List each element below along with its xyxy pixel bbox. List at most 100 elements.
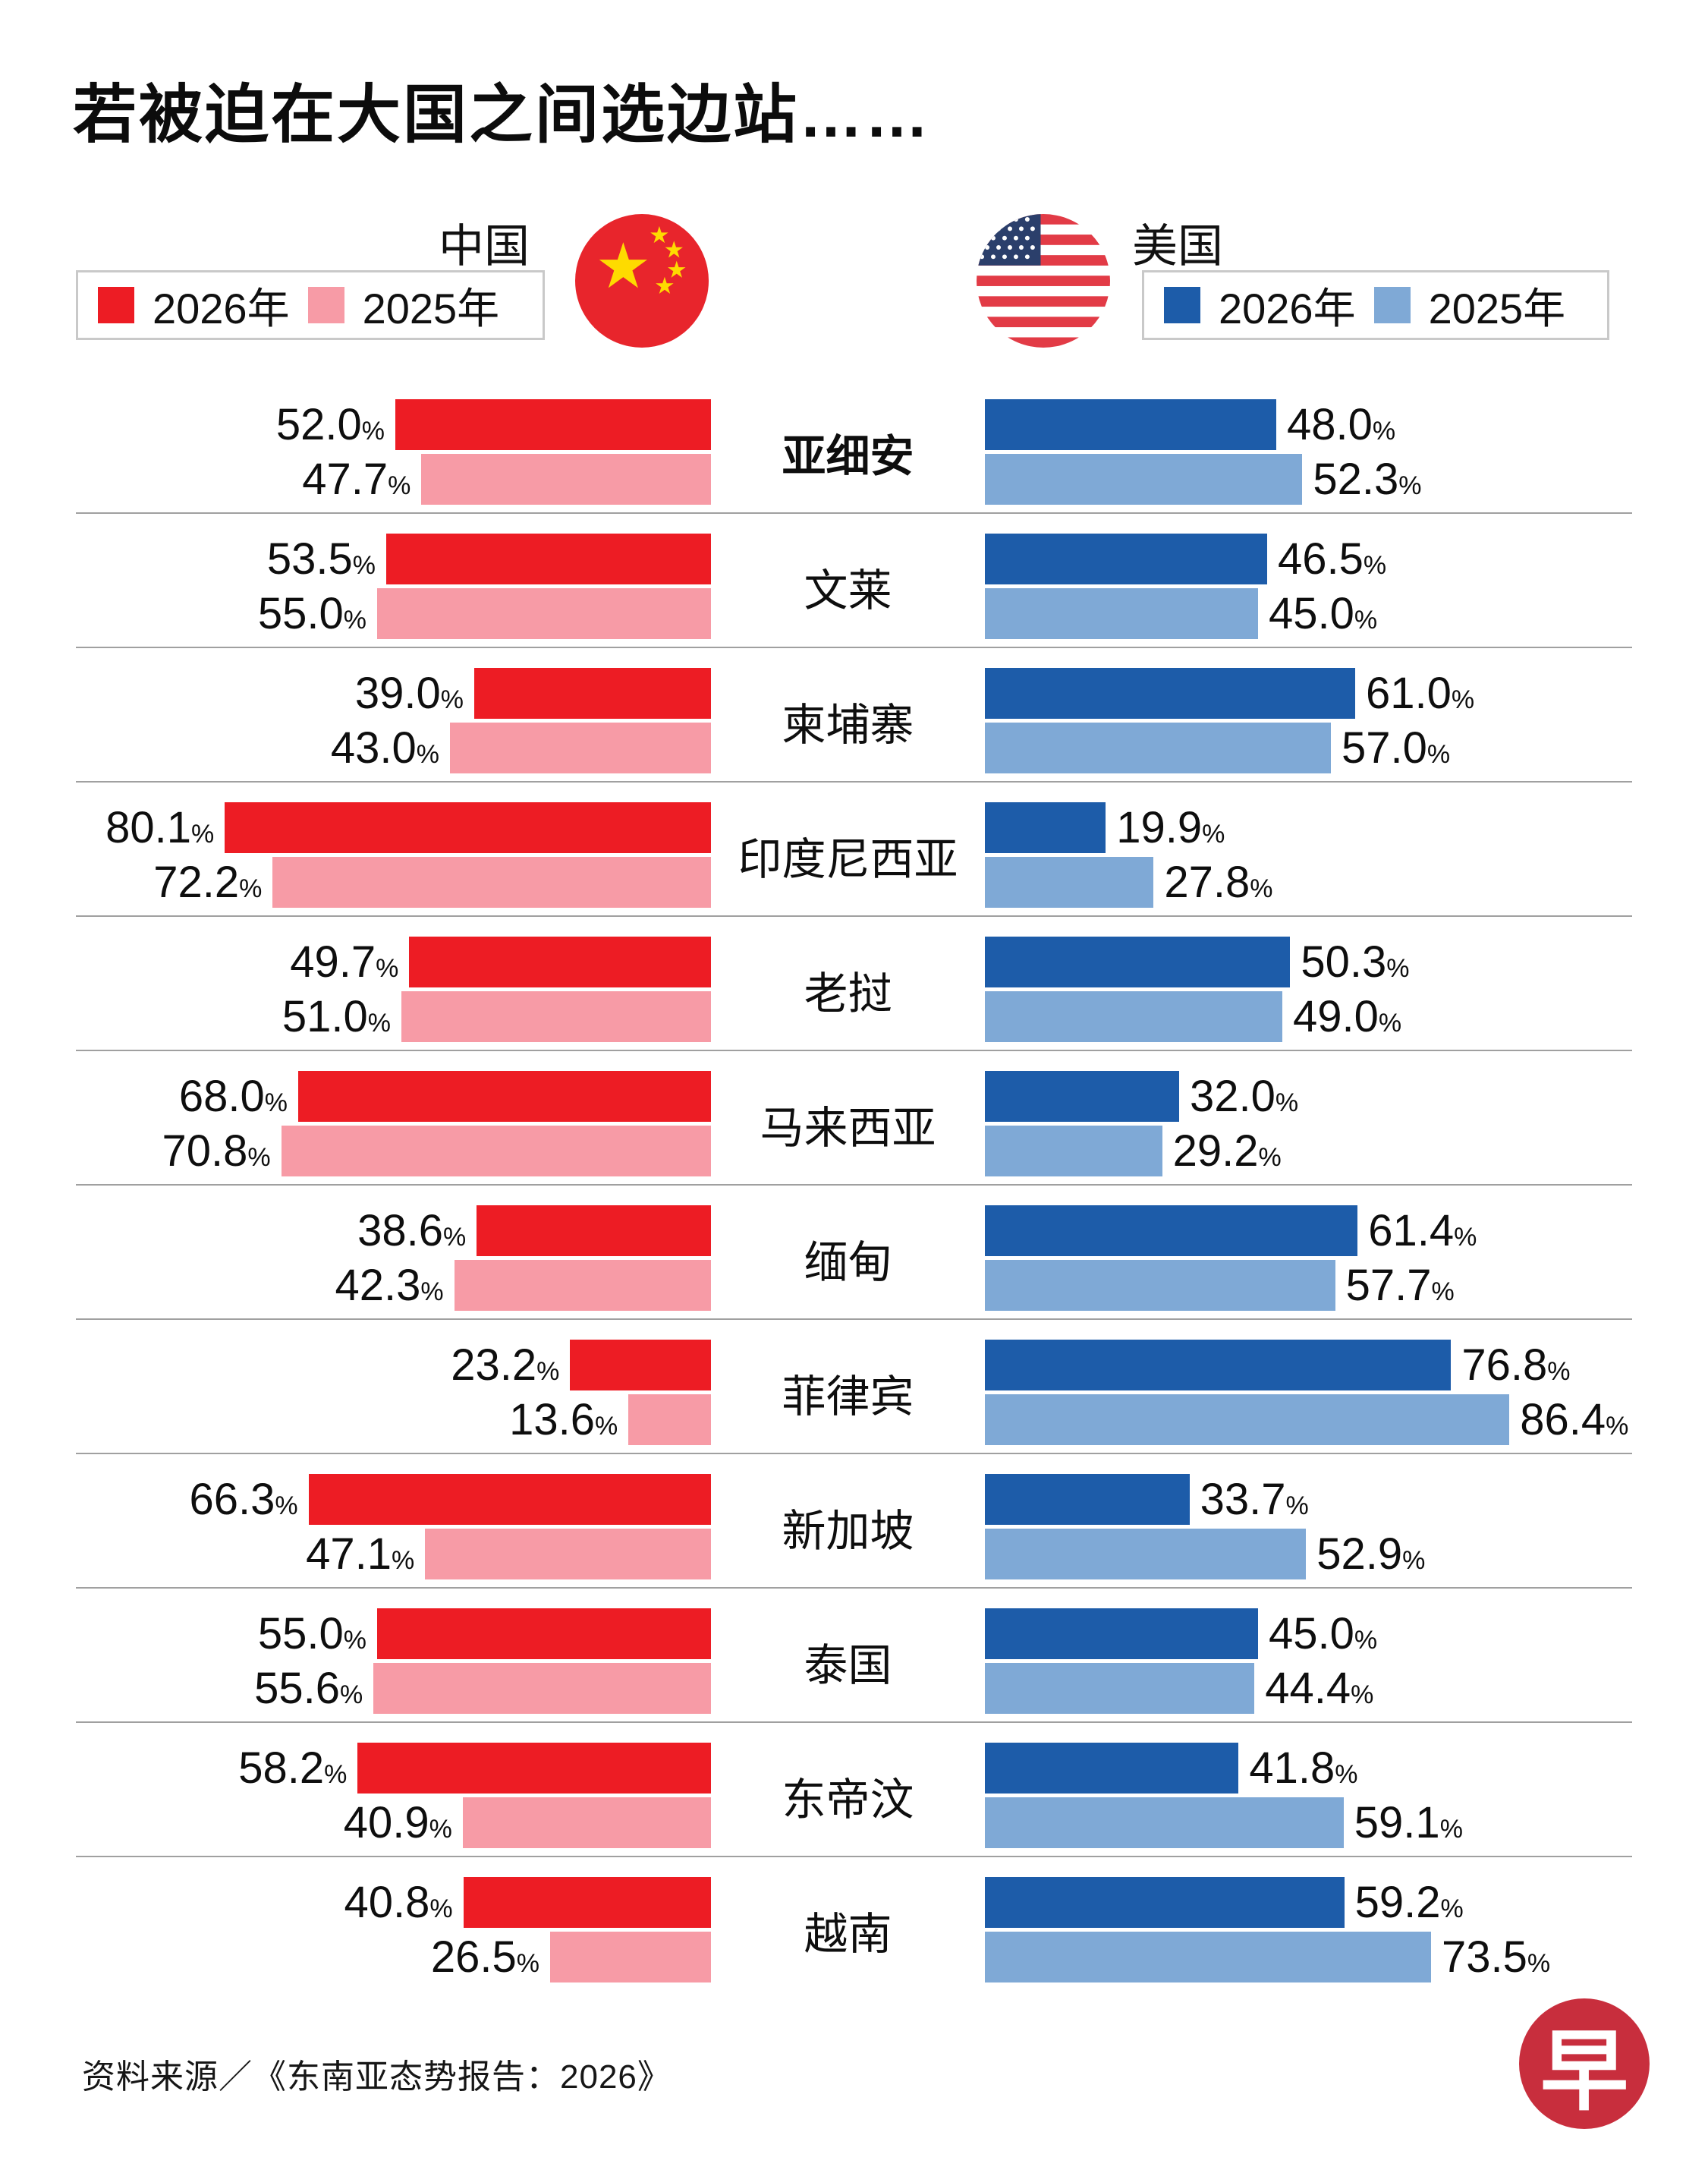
country-row: 80.1% 72.2% 印度尼西亚 19.9% 27.8% [76, 783, 1632, 917]
us-bar [985, 1394, 1510, 1445]
us-2026-legend-label: 2026年 [1219, 284, 1356, 332]
china-2026-legend-label: 2026年 [153, 284, 290, 332]
china-bar [395, 399, 711, 450]
china-bar [421, 454, 711, 505]
bar-value-label: 47.1% [306, 1529, 415, 1579]
source-note: 资料来源／《东南亚态势报告：2026》 [82, 2058, 672, 2096]
bar-value-label: 86.4% [1520, 1395, 1629, 1444]
country-row: 58.2% 40.9% 东帝汶 41.8% 59.1% [76, 1723, 1632, 1857]
china-bars: 53.5% 55.0% [76, 534, 711, 639]
bar-value-label: 73.5% [1442, 1932, 1551, 1982]
us-bars: 41.8% 59.1% [985, 1743, 1632, 1848]
china-bar [225, 802, 711, 853]
bar-value-label: 19.9% [1116, 803, 1225, 852]
china-2025-legend-label: 2025年 [362, 284, 500, 332]
bar-value-label: 55.6% [254, 1664, 363, 1713]
china-bars: 55.0% 55.6% [76, 1608, 711, 1714]
us-bar [985, 857, 1154, 908]
us-bar [985, 588, 1258, 639]
bar-value-label: 39.0% [354, 669, 464, 718]
bar-value-label: 50.3% [1301, 937, 1410, 987]
bar-value-label: 13.6% [509, 1395, 618, 1444]
country-label: 泰国 [804, 1640, 892, 1690]
bar-value-label: 33.7% [1200, 1475, 1309, 1524]
china-bar [462, 1797, 711, 1848]
us-bar [985, 1340, 1452, 1390]
china-2026-swatch [98, 287, 134, 323]
us-bar [985, 1126, 1162, 1176]
us-bar [985, 1663, 1255, 1714]
china-bar [272, 857, 711, 908]
bar-value-label: 46.5% [1278, 534, 1387, 584]
bar-value-label: 59.1% [1354, 1798, 1463, 1847]
bar-value-label: 52.3% [1313, 455, 1422, 504]
china-bar [298, 1071, 711, 1122]
bar-value-label: 55.0% [257, 589, 366, 638]
bar-value-label: 68.0% [178, 1072, 288, 1121]
china-bar [628, 1394, 711, 1445]
bar-value-label: 47.7% [302, 455, 411, 504]
china-bar [357, 1743, 711, 1794]
us-legend: 2026年 2025年 [1142, 270, 1609, 340]
country-label: 越南 [804, 1909, 892, 1959]
bar-value-label: 27.8% [1164, 858, 1273, 907]
china-bar [477, 1205, 711, 1256]
bar-value-label: 76.8% [1461, 1340, 1571, 1390]
country-row: 49.7% 51.0% 老挝 50.3% 49.0% [76, 917, 1632, 1051]
country-row: 52.0% 47.7% 亚细安 48.0% 52.3% [76, 379, 1632, 514]
us-bar [985, 399, 1276, 450]
china-legend: 2026年 2025年 [76, 270, 545, 340]
country-label: 印度尼西亚 [738, 834, 958, 884]
china-2025-swatch [307, 287, 344, 323]
china-bars: 40.8% 26.5% [76, 1877, 711, 1982]
bar-value-label: 72.2% [153, 858, 263, 907]
china-bar [386, 534, 711, 584]
us-bar [985, 454, 1303, 505]
bar-value-label: 29.2% [1172, 1126, 1282, 1176]
us-bars: 59.2% 73.5% [985, 1877, 1632, 1982]
country-row: 40.8% 26.5% 越南 59.2% 73.5% [76, 1857, 1632, 1990]
us-bars: 32.0% 29.2% [985, 1071, 1632, 1176]
china-flag-icon [575, 214, 709, 348]
us-bar [985, 1743, 1239, 1794]
us-bar [985, 723, 1331, 773]
bar-value-label: 43.0% [330, 723, 439, 773]
us-bars: 33.7% 52.9% [985, 1474, 1632, 1579]
bar-value-label: 40.9% [343, 1798, 452, 1847]
us-bar [985, 802, 1106, 853]
bar-value-label: 41.8% [1249, 1743, 1358, 1793]
country-label: 新加坡 [782, 1506, 914, 1556]
bar-value-label: 49.7% [290, 937, 399, 987]
china-bar [377, 1608, 711, 1659]
bar-value-label: 44.4% [1265, 1664, 1374, 1713]
bar-value-label: 80.1% [105, 803, 215, 852]
bar-value-label: 59.2% [1354, 1878, 1464, 1927]
us-2026-swatch [1164, 287, 1200, 323]
country-row: 68.0% 70.8% 马来西亚 32.0% 29.2% [76, 1051, 1632, 1186]
bar-value-label: 32.0% [1190, 1072, 1299, 1121]
bar-value-label: 38.6% [357, 1206, 467, 1255]
china-label: 中国 [439, 221, 530, 272]
bar-value-label: 61.0% [1366, 669, 1475, 718]
bar-value-label: 57.7% [1345, 1261, 1455, 1310]
us-bar [985, 534, 1267, 584]
china-bars: 49.7% 51.0% [76, 937, 711, 1042]
china-bar [474, 668, 711, 719]
country-label: 文莱 [804, 565, 892, 616]
china-bar [454, 1260, 711, 1311]
china-bar [409, 937, 711, 987]
china-bars: 66.3% 47.1% [76, 1474, 711, 1579]
bar-value-label: 45.0% [1269, 589, 1378, 638]
country-row: 38.6% 42.3% 缅甸 61.4% 57.7% [76, 1186, 1632, 1320]
us-bar [985, 1474, 1190, 1525]
us-bars: 76.8% 86.4% [985, 1340, 1632, 1445]
country-row: 23.2% 13.6% 菲律宾 76.8% 86.4% [76, 1320, 1632, 1454]
us-bars: 46.5% 45.0% [985, 534, 1632, 639]
us-bar [985, 937, 1291, 987]
bar-value-label: 26.5% [430, 1932, 539, 1982]
china-bars: 38.6% 42.3% [76, 1205, 711, 1311]
bar-value-label: 48.0% [1287, 400, 1396, 449]
zaobao-logo-icon: 早 [1519, 1998, 1650, 2129]
us-2025-swatch [1373, 287, 1411, 323]
us-bar [985, 1797, 1344, 1848]
